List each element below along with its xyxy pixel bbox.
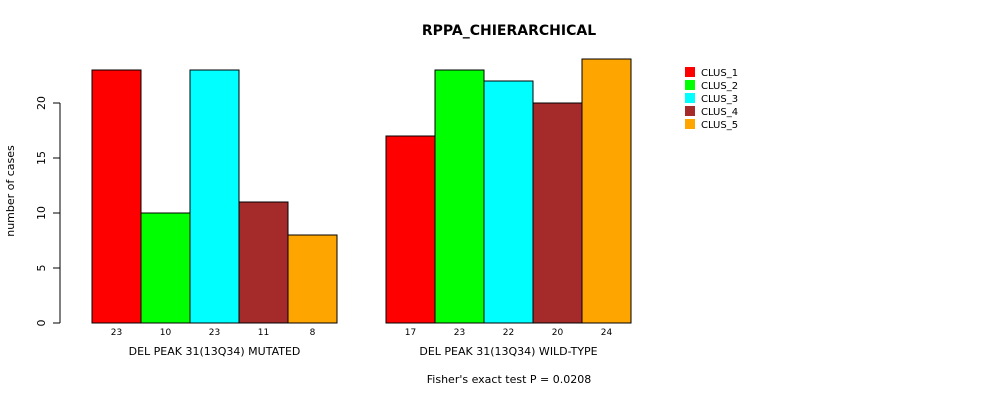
y-tick-label: 15	[35, 151, 48, 165]
chart-title: RPPA_CHIERARCHICAL	[422, 23, 596, 39]
bar-count-label: 11	[258, 328, 269, 338]
count-labels: 23 10 23 11 8 17 23 22 20 24	[111, 328, 613, 338]
y-axis-label: number of cases	[4, 145, 17, 237]
bar-clus-1-wild-type	[385, 135, 436, 324]
bar-count-label: 8	[310, 328, 316, 338]
legend-label-clus-2: CLUS_2	[701, 81, 738, 92]
legend-swatch-clus-2	[685, 80, 695, 90]
bar-clus-2-mutated	[140, 212, 191, 324]
group-labels: DEL PEAK 31(13Q34) MUTATED DEL PEAK 31(13…	[129, 345, 598, 358]
bar-count-label: 17	[405, 328, 416, 338]
bar-clus-5-wild-type	[581, 58, 632, 324]
legend-label-clus-5: CLUS_5	[701, 120, 738, 131]
legend-label-clus-4: CLUS_4	[701, 107, 738, 118]
fisher-test-footnote: Fisher's exact test P = 0.0208	[427, 373, 591, 386]
bar-count-label: 20	[552, 328, 564, 338]
legend-swatch-clus-3	[685, 93, 695, 103]
y-tick-label: 0	[35, 320, 48, 327]
y-tick-label: 5	[35, 265, 48, 272]
y-axis-ticks: 0 5 10 15 20	[35, 96, 60, 327]
legend-swatch-clus-4	[685, 106, 695, 116]
bar-clus-1-mutated	[91, 69, 142, 324]
bar-clus-4-mutated	[238, 201, 289, 324]
bar-count-label: 23	[111, 328, 122, 338]
group-label-wild-type: DEL PEAK 31(13Q34) WILD-TYPE	[419, 345, 597, 358]
bar-count-label: 22	[503, 328, 514, 338]
legend: CLUS_1 CLUS_2 CLUS_3 CLUS_4 CLUS_5	[685, 67, 738, 131]
legend-swatch-clus-1	[685, 67, 695, 77]
bar-count-label: 24	[601, 328, 613, 338]
bar-clus-5-mutated	[287, 234, 338, 324]
group-label-mutated: DEL PEAK 31(13Q34) MUTATED	[129, 345, 301, 358]
bar-count-label: 10	[160, 328, 172, 338]
legend-label-clus-3: CLUS_3	[701, 94, 738, 105]
bar-count-label: 23	[454, 328, 465, 338]
bar-clus-2-wild-type	[434, 69, 485, 324]
bar-clus-4-wild-type	[532, 102, 583, 324]
legend-swatch-clus-5	[685, 119, 695, 129]
bar-count-label: 23	[209, 328, 220, 338]
y-tick-label: 20	[35, 96, 48, 110]
y-tick-label: 10	[35, 206, 48, 220]
bar-clus-3-mutated	[189, 69, 240, 324]
bar-clus-3-wild-type	[483, 80, 534, 324]
legend-label-clus-1: CLUS_1	[701, 68, 738, 79]
bars	[91, 58, 632, 324]
